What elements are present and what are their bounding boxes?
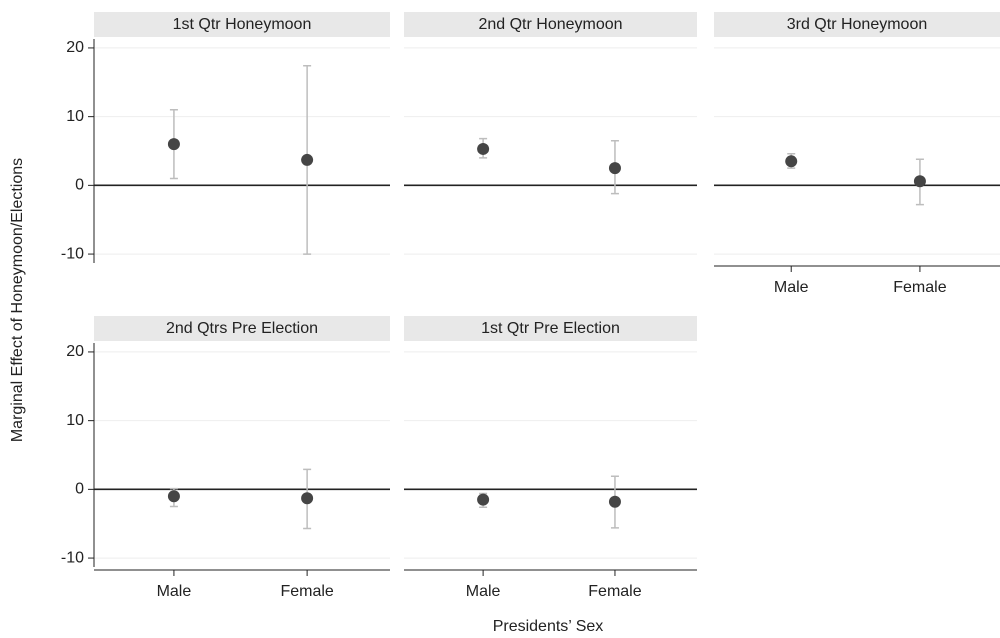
point bbox=[913, 175, 926, 188]
point bbox=[167, 490, 180, 503]
x-tick-label: Female bbox=[893, 279, 946, 296]
panel-title: 3rd Qtr Honeymoon bbox=[787, 16, 928, 33]
point bbox=[608, 162, 621, 175]
y-tick-label: 20 bbox=[66, 343, 84, 360]
y-tick-label: 0 bbox=[75, 177, 84, 194]
x-tick-label: Male bbox=[774, 279, 809, 296]
point bbox=[608, 495, 621, 508]
x-tick-label: Female bbox=[588, 583, 641, 600]
y-tick-label: -10 bbox=[61, 245, 84, 262]
point bbox=[477, 142, 490, 155]
panel-strip bbox=[94, 316, 390, 341]
x-tick-label: Male bbox=[157, 583, 192, 600]
y-tick-label: 0 bbox=[75, 481, 84, 498]
point bbox=[167, 138, 180, 151]
panel-strip bbox=[404, 12, 697, 37]
panel-title: 2nd Qtrs Pre Election bbox=[166, 320, 318, 337]
y-tick-label: 10 bbox=[66, 108, 84, 125]
y-tick-label: -10 bbox=[61, 549, 84, 566]
point bbox=[301, 153, 314, 166]
panel-strip bbox=[714, 12, 1000, 37]
x-axis-label: Presidents’ Sex bbox=[493, 618, 604, 635]
panel-title: 1st Qtr Honeymoon bbox=[173, 16, 312, 33]
panel-title: 2nd Qtr Honeymoon bbox=[478, 16, 622, 33]
panel-strip bbox=[94, 12, 390, 37]
y-tick-label: 20 bbox=[66, 39, 84, 56]
x-tick-label: Male bbox=[466, 583, 501, 600]
point bbox=[785, 155, 798, 168]
panel-strip bbox=[404, 316, 697, 341]
y-axis-label: Marginal Effect of Honeymoon/Elections bbox=[9, 158, 26, 442]
x-tick-label: Female bbox=[280, 583, 333, 600]
y-tick-label: 10 bbox=[66, 412, 84, 429]
point bbox=[477, 493, 490, 506]
panel-title: 1st Qtr Pre Election bbox=[481, 320, 620, 337]
point bbox=[301, 492, 314, 505]
